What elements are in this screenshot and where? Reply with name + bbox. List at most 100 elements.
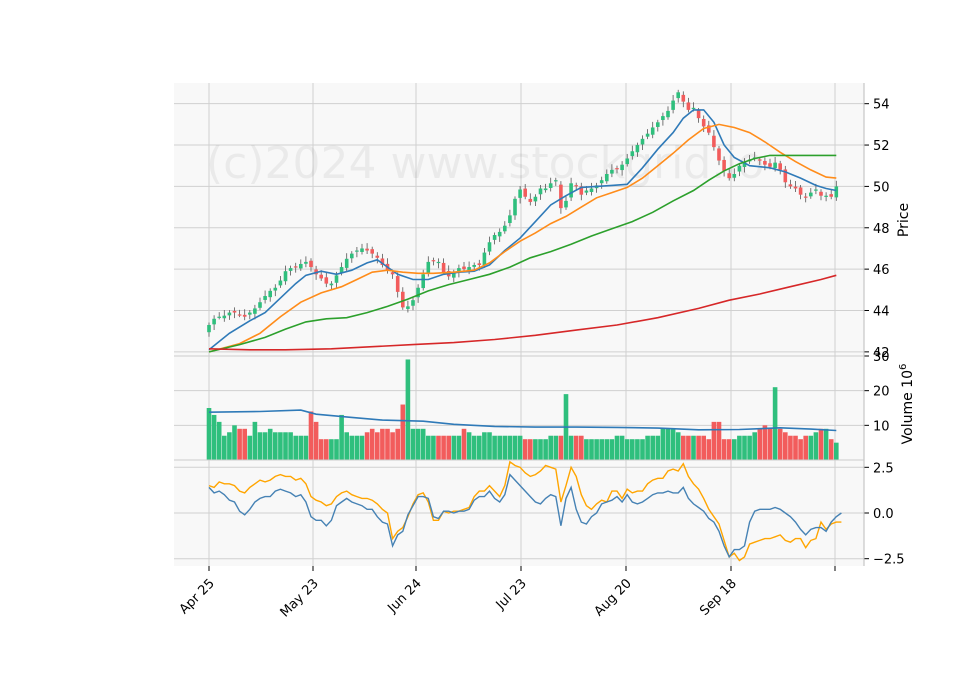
candle-body (783, 169, 788, 183)
candle-body (518, 189, 522, 198)
volume-bar (609, 439, 615, 460)
watermark-text: (c)2024 www.stockgrid.io (206, 138, 764, 189)
candle-body (645, 133, 650, 137)
candle-body (788, 184, 793, 187)
candle-body (411, 300, 415, 306)
volume-bar (390, 432, 395, 460)
x-tick-label: Apr 25 (177, 576, 218, 617)
indicator-y-tick-label: 0.0 (873, 507, 894, 522)
candle-body (589, 188, 594, 192)
volume-bar (329, 439, 334, 460)
candle-body (441, 262, 446, 273)
candle-body (824, 195, 828, 197)
candle-body (283, 271, 288, 282)
volume-bar (716, 421, 722, 460)
price-y-tick-label: 50 (873, 180, 890, 195)
volume-axis-title-text: Volume 10 (900, 370, 916, 444)
volume-bar (818, 428, 824, 460)
volume-bar (257, 432, 263, 460)
volume-bar (441, 435, 446, 460)
candle-body (360, 248, 364, 252)
volume-bar (568, 435, 574, 460)
volume-bar (553, 435, 559, 460)
price-y-tick-label: 46 (873, 263, 890, 278)
candle-body (758, 159, 762, 161)
indicator-line-2 (208, 473, 842, 559)
volume-bar (364, 432, 370, 460)
candle-body (232, 310, 237, 313)
volume-bar (813, 432, 819, 460)
volume-bar (252, 421, 258, 460)
volume-bar (242, 428, 247, 460)
candle-body (666, 110, 670, 118)
candle-body (207, 324, 211, 333)
volume-bar (354, 435, 360, 460)
volume-bar (604, 439, 610, 460)
volume-bar (492, 435, 497, 460)
candle-body (778, 163, 782, 170)
volume-bar (227, 432, 232, 460)
volume-y-tick-label: 10 (873, 419, 890, 434)
volume-bar (359, 435, 365, 460)
candle-body (707, 125, 711, 133)
volume-bar (420, 428, 426, 460)
volume-bar (318, 439, 324, 460)
candle-body (426, 261, 431, 274)
candle-body (676, 92, 680, 99)
volume-bar (375, 432, 380, 460)
volume-bar (630, 439, 635, 460)
volume-bar (461, 428, 467, 460)
candle-body (263, 296, 267, 300)
candle-body (584, 190, 589, 193)
volume-bar (395, 428, 400, 460)
volume-bar (696, 435, 701, 460)
candle-body (528, 198, 533, 202)
volume-bar (533, 439, 538, 460)
volume-bar (426, 435, 431, 460)
candle-body (288, 268, 293, 271)
volume-bar (344, 432, 349, 460)
candle-body (727, 173, 731, 179)
volume-bar (528, 439, 533, 460)
volume-bar (594, 439, 599, 460)
volume-bar (385, 428, 390, 460)
candle-body (834, 186, 839, 198)
volume-bar (334, 439, 339, 460)
volume-bar (293, 435, 298, 460)
x-tick-label: May 23 (278, 576, 322, 620)
x-tick-label: Sep 18 (697, 576, 740, 619)
volume-bar (247, 435, 253, 460)
candle-body (253, 308, 257, 314)
volume-bar (599, 439, 604, 460)
volume-bar (548, 435, 553, 460)
volume-bar (232, 425, 237, 460)
volume-bar (303, 435, 309, 460)
volume-bar (757, 428, 763, 460)
candle-body (599, 180, 604, 184)
volume-bar (783, 432, 788, 460)
candle-body (569, 183, 573, 198)
candle-body (717, 148, 721, 161)
indicator-line-1 (208, 460, 842, 562)
candle-body (278, 280, 283, 286)
volume-bar (369, 428, 375, 460)
candle-body (329, 283, 334, 286)
candle-body (304, 261, 308, 264)
candle-body (671, 100, 675, 110)
candle-body (492, 235, 497, 240)
candle-body (508, 215, 512, 224)
candle-body (237, 314, 242, 316)
candle-body (798, 187, 803, 195)
candle-body (650, 127, 655, 135)
candle-body (487, 242, 492, 252)
price-y-tick-label: 54 (873, 98, 890, 113)
volume-bar (635, 439, 640, 460)
volume-bar (400, 404, 406, 460)
candle-body (350, 253, 354, 259)
price-y-tick-label: 48 (873, 222, 890, 237)
candle-body (299, 263, 303, 269)
candle-body (273, 287, 278, 291)
candle-body (814, 189, 818, 191)
volume-bar (670, 428, 676, 460)
